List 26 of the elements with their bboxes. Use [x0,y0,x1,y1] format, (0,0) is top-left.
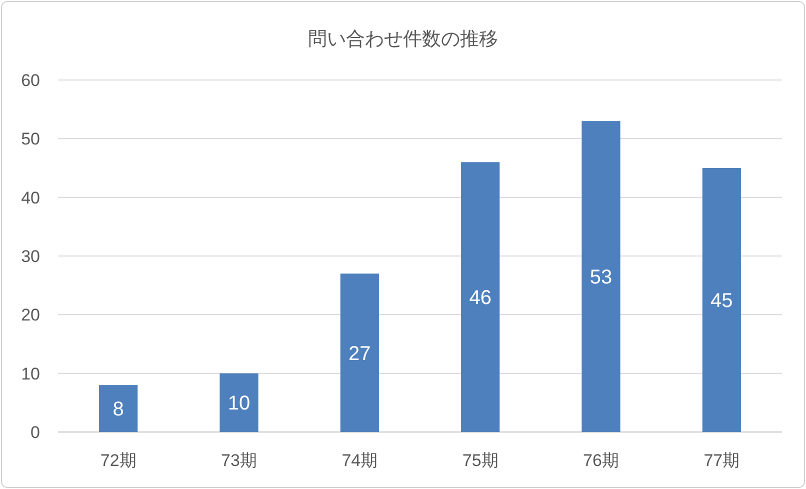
x-tick-label: 76期 [583,451,619,470]
data-label: 46 [469,287,492,310]
y-tick-label: 40 [21,188,40,208]
bar [220,373,258,432]
y-tick-label: 20 [21,306,40,325]
x-tick-label: 72期 [100,451,136,470]
y-tick-label: 0 [30,423,40,442]
bar [461,162,500,432]
x-tick-label: 77期 [704,451,740,470]
y-tick-label: 30 [21,247,40,266]
bar [99,385,138,432]
y-tick-label: 50 [21,130,40,149]
data-label: 45 [710,290,733,312]
x-tick-label: 73期 [221,451,257,470]
data-label: 53 [590,266,612,289]
data-label: 10 [228,392,250,415]
data-label: 8 [112,398,124,421]
bar [340,274,379,432]
bar [582,121,620,432]
x-tick-label: 74期 [342,451,378,470]
data-label: 27 [348,342,371,365]
y-tick-label: 60 [21,71,40,90]
x-tick-label: 75期 [462,451,498,470]
y-tick-label: 10 [21,364,40,384]
bar [702,168,741,432]
chart-title: 問い合わせ件数の推移 [308,29,498,50]
